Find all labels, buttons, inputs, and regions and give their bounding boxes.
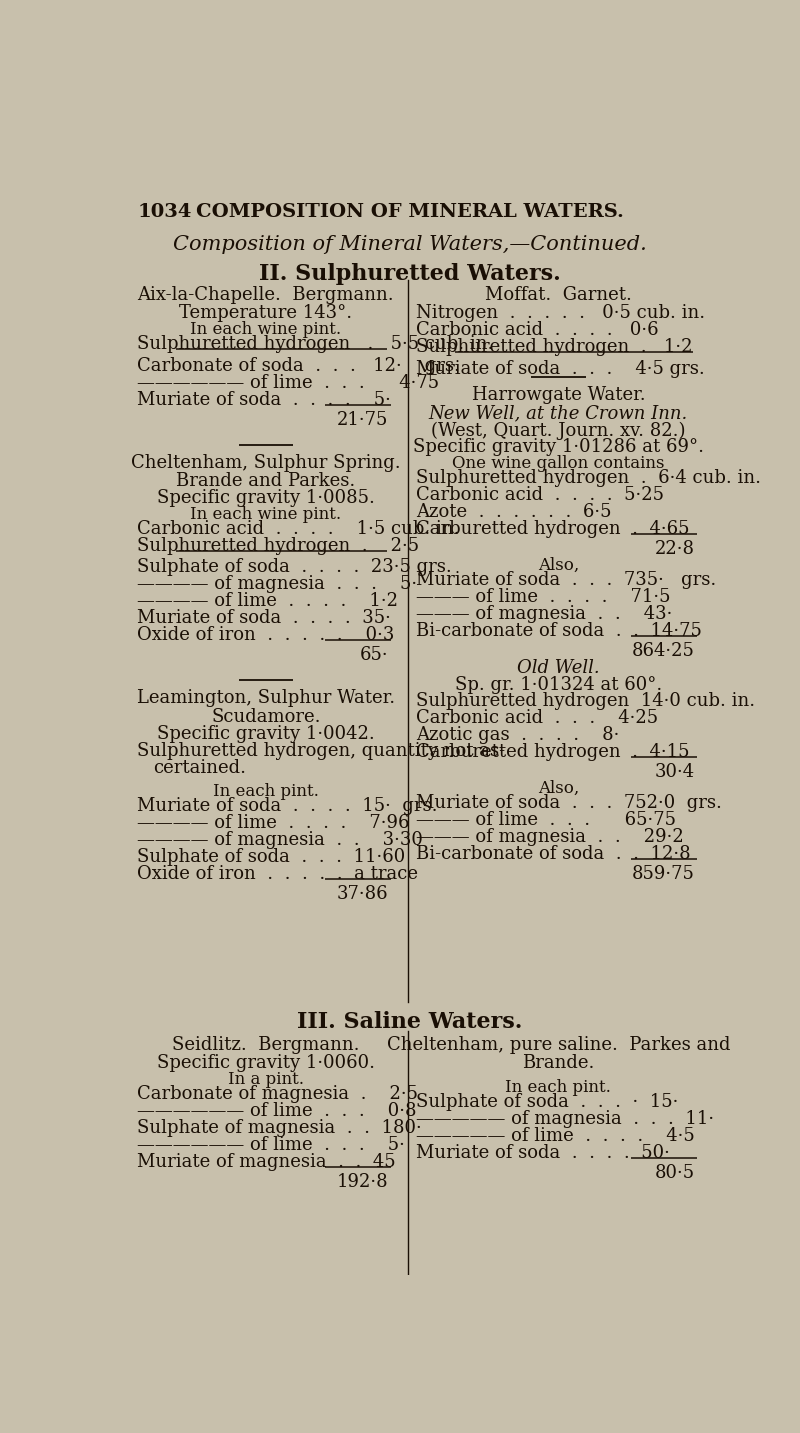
Text: II. Sulphuretted Waters.: II. Sulphuretted Waters.	[259, 262, 561, 285]
Text: 65·: 65·	[360, 646, 388, 665]
Text: Specific gravity 1·0085.: Specific gravity 1·0085.	[157, 489, 374, 507]
Text: Sulphate of soda  .  .  .  ·  15·: Sulphate of soda . . . · 15·	[416, 1093, 678, 1111]
Text: Scudamore.: Scudamore.	[211, 708, 321, 727]
Text: Also,: Also,	[538, 780, 579, 797]
Text: 192·8: 192·8	[337, 1174, 388, 1191]
Text: Carburetted hydrogen  .  4·15: Carburetted hydrogen . 4·15	[416, 744, 690, 761]
Text: Brande and Parkes.: Brande and Parkes.	[176, 473, 355, 490]
Text: —————— of lime  .  .  .      4·75: —————— of lime . . . 4·75	[138, 374, 439, 391]
Text: Oxide of iron  .  .  .  .  .    0·3: Oxide of iron . . . . . 0·3	[138, 626, 394, 645]
Text: Azote  .  .  .  .  .  .  6·5: Azote . . . . . . 6·5	[416, 503, 612, 522]
Text: ———— of lime  .  .  .  .    7·96: ———— of lime . . . . 7·96	[138, 814, 410, 833]
Text: 30·4: 30·4	[654, 764, 694, 781]
Text: Cheltenham, Sulphur Spring.: Cheltenham, Sulphur Spring.	[131, 454, 401, 471]
Text: In each wine pint.: In each wine pint.	[190, 506, 342, 523]
Text: Muriate of soda  .  .  .  752·0  grs.: Muriate of soda . . . 752·0 grs.	[416, 794, 722, 813]
Text: Temperature 143°.: Temperature 143°.	[179, 304, 353, 322]
Text: 37·86: 37·86	[337, 886, 388, 903]
Text: Nitrogen  .  .  .  .  .   0·5 cub. in.: Nitrogen . . . . . 0·5 cub. in.	[416, 304, 706, 322]
Text: —————— of lime  .  .  .    5·: —————— of lime . . . 5·	[138, 1136, 405, 1154]
Text: In each pint.: In each pint.	[213, 784, 318, 801]
Text: Sulphuretted hydrogen  14·0 cub. in.: Sulphuretted hydrogen 14·0 cub. in.	[416, 692, 755, 711]
Text: Sulphuretted hydrogen   .   5·5 cub. in.: Sulphuretted hydrogen . 5·5 cub. in.	[138, 335, 494, 353]
Text: Specific gravity 1·0060.: Specific gravity 1·0060.	[157, 1055, 375, 1072]
Text: 864·25: 864·25	[631, 642, 694, 659]
Text: Muriate of soda  .  .  .  .  35·: Muriate of soda . . . . 35·	[138, 609, 391, 628]
Text: 1034: 1034	[138, 202, 191, 221]
Text: Carbonic acid  .  .  .  .   0·6: Carbonic acid . . . . 0·6	[416, 321, 659, 340]
Text: Seidlitz.  Bergmann.: Seidlitz. Bergmann.	[172, 1036, 360, 1053]
Text: ———— of magnesia  .  .  .    5·: ———— of magnesia . . . 5·	[138, 576, 418, 593]
Text: Sulphate of magnesia  .  .  180·: Sulphate of magnesia . . 180·	[138, 1119, 422, 1136]
Text: Carbonate of soda  .  .  .   12·    grs.: Carbonate of soda . . . 12· grs.	[138, 357, 460, 375]
Text: Muriate of magnesia  .  .  45: Muriate of magnesia . . 45	[138, 1154, 396, 1171]
Text: Specific gravity 1·0042.: Specific gravity 1·0042.	[157, 725, 374, 742]
Text: Muriate of soda  .  .  .    4·5 grs.: Muriate of soda . . . 4·5 grs.	[416, 360, 705, 378]
Text: III. Saline Waters.: III. Saline Waters.	[298, 1012, 522, 1033]
Text: 859·75: 859·75	[631, 866, 694, 883]
Text: Carbonic acid  .  .  .  .    1·5 cub. in.: Carbonic acid . . . . 1·5 cub. in.	[138, 520, 460, 537]
Text: ———— of magnesia  .  .    3·30: ———— of magnesia . . 3·30	[138, 831, 423, 850]
Text: 22·8: 22·8	[654, 540, 694, 557]
Text: Composition of Mineral Waters,—Continued.: Composition of Mineral Waters,—Continued…	[173, 235, 647, 254]
Text: Oxide of iron  .  .  .  .  .  a trace: Oxide of iron . . . . . a trace	[138, 866, 418, 883]
Text: ——— of magnesia  .  .    43·: ——— of magnesia . . 43·	[416, 605, 673, 623]
Text: (West, Quart. Journ. xv. 82.): (West, Quart. Journ. xv. 82.)	[431, 421, 686, 440]
Text: Carburetted hydrogen  .  4·65: Carburetted hydrogen . 4·65	[416, 520, 690, 537]
Text: Azotic gas  .  .  .  .    8·: Azotic gas . . . . 8·	[416, 727, 619, 744]
Text: Muriate of soda  .  .  .  .  50·: Muriate of soda . . . . 50·	[416, 1144, 670, 1162]
Text: Specific gravity 1·01286 at 69°.: Specific gravity 1·01286 at 69°.	[413, 438, 704, 456]
Text: Also,: Also,	[538, 557, 579, 575]
Text: COMPOSITION OF MINERAL WATERS.: COMPOSITION OF MINERAL WATERS.	[196, 202, 624, 221]
Text: In each wine pint.: In each wine pint.	[190, 321, 342, 338]
Text: New Well, at the Crown Inn.: New Well, at the Crown Inn.	[429, 404, 688, 423]
Text: Carbonic acid  .  .  .    4·25: Carbonic acid . . . 4·25	[416, 709, 658, 728]
Text: Leamington, Sulphur Water.: Leamington, Sulphur Water.	[137, 689, 395, 708]
Text: Brande.: Brande.	[522, 1055, 594, 1072]
Text: ————— of lime  .  .  .  .    4·5: ————— of lime . . . . 4·5	[416, 1126, 695, 1145]
Text: One wine gallon contains: One wine gallon contains	[452, 456, 665, 473]
Text: Bi-carbonate of soda  .  .  12·8: Bi-carbonate of soda . . 12·8	[416, 845, 691, 863]
Text: ———— of lime  .  .  .  .    1·2: ———— of lime . . . . 1·2	[138, 592, 398, 610]
Text: Sulphuretted hydrogen  .   1·2: Sulphuretted hydrogen . 1·2	[416, 338, 693, 357]
Text: Muriate of soda  .  .  .  .  15·  grs.: Muriate of soda . . . . 15· grs.	[138, 797, 438, 815]
Text: In each pint.: In each pint.	[506, 1079, 611, 1096]
Text: Carbonic acid  .  .  .  .  5·25: Carbonic acid . . . . 5·25	[416, 486, 664, 504]
Text: Sulphuretted hydrogen  .  6·4 cub. in.: Sulphuretted hydrogen . 6·4 cub. in.	[416, 469, 762, 487]
Text: Sulphuretted hydrogen  .    2·5: Sulphuretted hydrogen . 2·5	[138, 537, 419, 555]
Text: Cheltenham, pure saline.  Parkes and: Cheltenham, pure saline. Parkes and	[386, 1036, 730, 1053]
Text: Muriate of soda  .  .  .  735·   grs.: Muriate of soda . . . 735· grs.	[416, 570, 717, 589]
Text: 21·75: 21·75	[337, 411, 388, 428]
Text: Old Well.: Old Well.	[517, 659, 600, 676]
Text: Sp. gr. 1·01324 at 60°.: Sp. gr. 1·01324 at 60°.	[454, 675, 662, 694]
Text: Sulphate of soda  .  .  .  11·60: Sulphate of soda . . . 11·60	[138, 848, 406, 866]
Text: —————— of lime  .  .  .    0·8: —————— of lime . . . 0·8	[138, 1102, 417, 1121]
Text: ——— of lime  .  .  .  .    71·5: ——— of lime . . . . 71·5	[416, 588, 670, 606]
Text: ————— of magnesia  .  .  .  11·: ————— of magnesia . . . 11·	[416, 1109, 714, 1128]
Text: In a pint.: In a pint.	[228, 1072, 304, 1088]
Text: Bi-carbonate of soda  .  .  14·75: Bi-carbonate of soda . . 14·75	[416, 622, 702, 639]
Text: Moffat.  Garnet.: Moffat. Garnet.	[485, 287, 632, 304]
Text: Carbonate of magnesia  .    2·5: Carbonate of magnesia . 2·5	[138, 1085, 418, 1103]
Text: Sulphate of soda  .  .  .  .  23·5 grs.: Sulphate of soda . . . . 23·5 grs.	[138, 559, 452, 576]
Text: 80·5: 80·5	[654, 1164, 694, 1182]
Text: ——— of magnesia  .  .    29·2: ——— of magnesia . . 29·2	[416, 828, 684, 845]
Text: Aix-la-Chapelle.  Bergmann.: Aix-la-Chapelle. Bergmann.	[138, 287, 394, 304]
Text: certained.: certained.	[153, 758, 246, 777]
Text: Harrowgate Water.: Harrowgate Water.	[472, 385, 646, 404]
Text: Sulphuretted hydrogen, quantity not as-: Sulphuretted hydrogen, quantity not as-	[138, 742, 506, 759]
Text: Muriate of soda  .  .  .  .    5·: Muriate of soda . . . . 5·	[138, 391, 391, 408]
Text: ——— of lime  .  .  .      65·75: ——— of lime . . . 65·75	[416, 811, 676, 830]
